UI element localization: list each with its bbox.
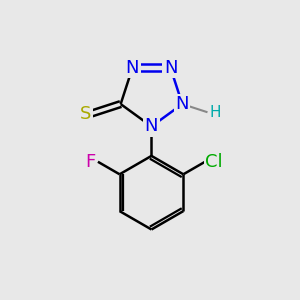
- Text: Cl: Cl: [205, 153, 223, 171]
- Text: N: N: [176, 95, 189, 113]
- Text: H: H: [210, 105, 221, 120]
- Text: F: F: [85, 153, 96, 171]
- Text: N: N: [164, 59, 177, 77]
- Text: S: S: [80, 105, 92, 123]
- Text: N: N: [145, 117, 158, 135]
- Text: N: N: [126, 59, 139, 77]
